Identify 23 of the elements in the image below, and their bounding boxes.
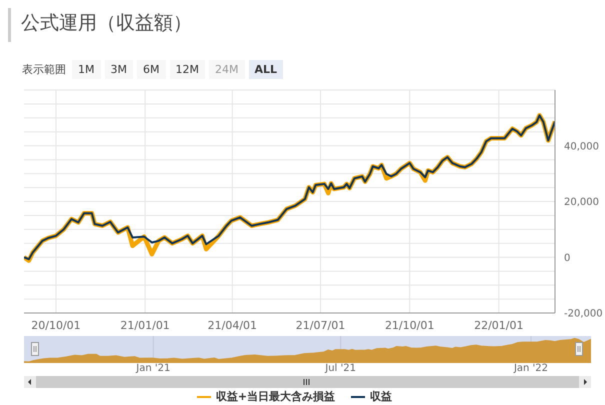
x-tick-label: 21/04/01 [208, 318, 258, 332]
x-tick-label: Jul '21 [324, 363, 356, 374]
y-tick-label: 20,000 [564, 197, 599, 208]
x-tick-label: Jan '21 [135, 363, 170, 374]
x-tick-label: 21/10/01 [384, 318, 434, 332]
y-tick-label: -20,000 [564, 308, 603, 320]
chart-title: 公式運用（収益額） [8, 8, 192, 42]
x-tick-label: Jan '22 [512, 363, 548, 374]
x-tick-label: 21/01/01 [120, 318, 170, 332]
text: 12M [170, 60, 205, 79]
text: 6M [137, 60, 166, 79]
y-tick-label: 0 [564, 252, 570, 264]
x-tick-label: 20/10/01 [31, 318, 81, 332]
legend-label: 収益 [369, 389, 392, 404]
text: 3M [104, 60, 133, 79]
text: 24M [209, 60, 244, 79]
y-tick-label: 40,000 [564, 141, 599, 152]
legend-label: 収益+当日最大含み損益 [214, 389, 336, 404]
text: ALL [248, 60, 284, 79]
x-tick-label: 22/01/01 [474, 318, 524, 332]
x-tick-label: 21/07/01 [296, 318, 346, 332]
text: 1M [72, 60, 100, 79]
text: 表示範囲 [22, 62, 66, 77]
